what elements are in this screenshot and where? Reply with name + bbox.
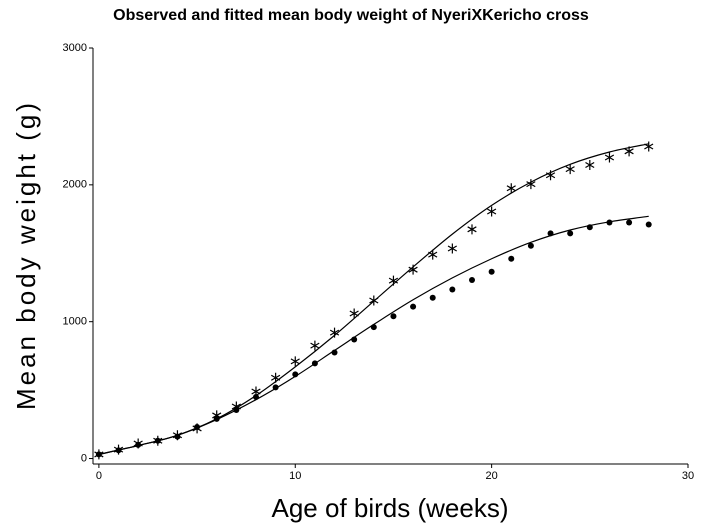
chart-title: Observed and fitted mean body weight of … [113, 7, 589, 24]
star-marker [585, 160, 595, 170]
dot-marker [429, 294, 436, 301]
dot-marker [527, 242, 534, 249]
star-marker [506, 183, 516, 194]
x-axis-label: Age of birds (weeks) [272, 493, 509, 523]
star-marker [447, 243, 457, 254]
dot-marker [449, 286, 456, 293]
dot-marker [468, 276, 475, 283]
star-marker [604, 152, 615, 163]
fitted-line [98, 215, 649, 456]
dot-marker [626, 219, 633, 226]
y-axis-label: Mean body weight (g) [11, 100, 41, 410]
x-tick-label: 10 [289, 470, 301, 482]
x-tick-label: 30 [682, 470, 694, 482]
star-marker [644, 141, 654, 152]
dot-marker [390, 313, 397, 320]
y-tick-label: 2000 [63, 179, 87, 191]
y-tick-label: 0 [81, 452, 87, 464]
star-marker [290, 356, 300, 367]
y-tick-label: 3000 [63, 42, 87, 54]
star-marker [467, 224, 477, 235]
star-marker [349, 308, 359, 319]
y-tick-label: 1000 [63, 316, 87, 328]
dot-marker [567, 230, 574, 237]
dot-marker [645, 221, 652, 228]
x-tick-label: 20 [486, 470, 498, 482]
star-marker [428, 249, 438, 260]
dot-marker [410, 303, 417, 310]
dot-marker [508, 255, 515, 262]
star-marker [565, 164, 575, 175]
dot-marker [488, 268, 495, 275]
star-marker [526, 179, 536, 190]
x-tick-label: 0 [96, 470, 102, 482]
star-marker [310, 340, 320, 351]
star-marker [486, 206, 497, 217]
